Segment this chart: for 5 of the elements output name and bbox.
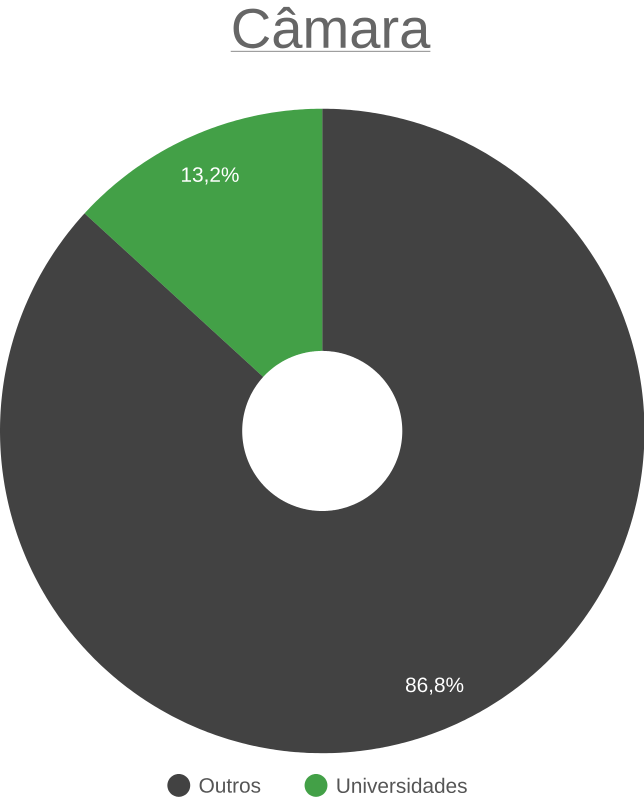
data-label: 13,2% [182, 167, 238, 184]
legend-label: Universidades [337, 778, 467, 794]
chart-title: Câmara [233, 6, 430, 48]
legend-label: Outros [199, 778, 260, 793]
data-label: 86,8% [406, 677, 464, 695]
